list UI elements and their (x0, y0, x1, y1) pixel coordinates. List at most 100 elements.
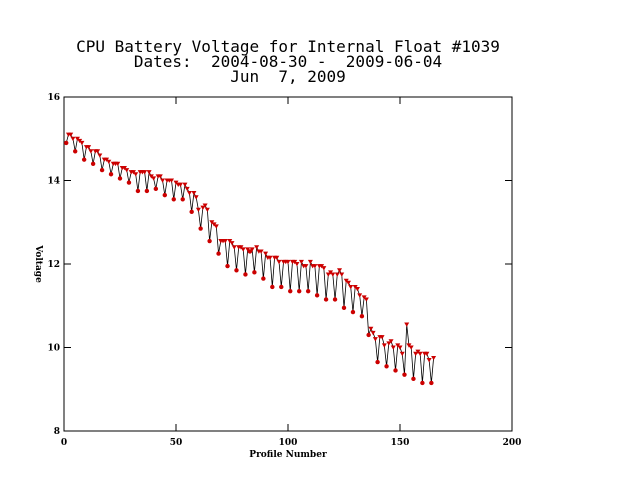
point-triangle (146, 170, 152, 175)
point-triangle (258, 249, 264, 254)
point-circle (234, 268, 239, 273)
y-tick-label: 14 (47, 177, 60, 187)
point-triangle (169, 178, 175, 183)
point-circle (247, 249, 253, 254)
y-tick-label: 10 (47, 344, 60, 354)
point-triangle (390, 345, 396, 350)
point-circle (243, 272, 248, 277)
point-triangle (70, 136, 76, 142)
point-triangle (79, 140, 85, 146)
point-circle (198, 226, 203, 231)
point-triangle (151, 176, 157, 181)
point-triangle (431, 355, 437, 361)
point-circle (375, 359, 380, 365)
point-circle (108, 172, 114, 177)
x-axis-label: Profile Number (249, 450, 327, 460)
point-triangle (354, 287, 360, 292)
point-triangle (229, 241, 235, 246)
point-circle (402, 372, 407, 377)
y-tick-label: 16 (47, 93, 60, 103)
point-circle (420, 380, 425, 386)
point-circle (225, 263, 230, 269)
point-triangle (95, 149, 101, 154)
point-triangle (363, 297, 369, 302)
chart-date: Jun 7, 2009 (230, 67, 346, 86)
point-triangle (330, 272, 336, 277)
x-tick-label: 200 (503, 438, 522, 448)
point-triangle (370, 330, 376, 336)
y-tick-label: 12 (47, 260, 60, 270)
point-triangle (115, 161, 121, 167)
point-triangle (97, 153, 103, 158)
point-triangle (294, 262, 300, 267)
point-circle (99, 167, 105, 173)
point-circle (216, 251, 221, 256)
point-triangle (381, 343, 387, 348)
point-triangle (397, 345, 403, 350)
point-circle (117, 176, 123, 181)
point-triangle (106, 159, 112, 165)
point-triangle (195, 207, 201, 213)
point-triangle (357, 293, 363, 298)
point-triangle (325, 272, 331, 277)
point-triangle (263, 251, 269, 256)
point-triangle (408, 345, 414, 350)
point-circle (359, 313, 365, 319)
point-triangle (249, 247, 255, 252)
point-triangle (157, 174, 163, 179)
point-triangle (240, 247, 246, 252)
chart-title: CPU Battery Voltage for Internal Float #… (76, 37, 500, 56)
point-triangle (142, 170, 148, 175)
x-tick-label: 0 (61, 438, 67, 448)
point-triangle (202, 203, 208, 208)
point-triangle (399, 351, 405, 357)
point-triangle (339, 272, 345, 277)
point-triangle (133, 172, 139, 177)
point-circle (180, 197, 185, 202)
point-circle (135, 188, 141, 194)
point-triangle (426, 358, 432, 363)
point-circle (341, 305, 347, 311)
point-triangle (386, 341, 392, 346)
x-tick-label: 100 (279, 438, 298, 448)
point-circle (64, 140, 69, 146)
point-triangle (285, 259, 291, 265)
point-circle (350, 309, 356, 315)
point-triangle (345, 280, 351, 286)
point-triangle (368, 326, 374, 332)
point-circle (297, 288, 302, 294)
y-axis-label: Voltage (33, 244, 43, 283)
point-circle (171, 197, 176, 202)
point-circle (429, 380, 434, 386)
point-triangle (267, 255, 273, 261)
point-triangle (337, 268, 343, 273)
point-circle (207, 238, 212, 244)
point-triangle (86, 145, 92, 150)
point-triangle (231, 245, 237, 250)
point-circle (384, 364, 389, 369)
point-circle (393, 368, 398, 373)
point-circle (366, 332, 371, 338)
point-triangle (417, 351, 423, 357)
point-triangle (213, 224, 219, 229)
point-triangle (404, 322, 410, 327)
point-circle (153, 186, 159, 192)
point-circle (279, 284, 284, 290)
point-triangle (222, 239, 228, 244)
point-triangle (413, 351, 419, 357)
point-triangle (334, 272, 340, 277)
point-circle (270, 284, 275, 290)
point-circle (314, 293, 320, 298)
point-circle (323, 297, 329, 302)
point-triangle (88, 149, 94, 154)
point-triangle (124, 168, 130, 173)
point-triangle (254, 245, 260, 250)
y-tick-label: 8 (54, 427, 60, 437)
point-triangle (160, 178, 166, 183)
point-triangle (321, 266, 327, 271)
point-circle (411, 376, 416, 382)
point-triangle (191, 191, 197, 196)
point-triangle (193, 195, 199, 200)
point-triangle (276, 259, 282, 265)
